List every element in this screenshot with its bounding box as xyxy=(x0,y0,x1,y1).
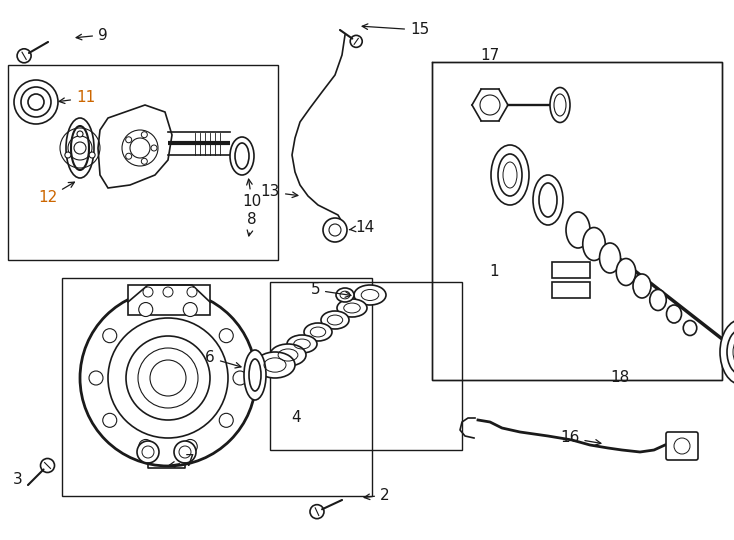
Circle shape xyxy=(80,290,256,466)
Circle shape xyxy=(139,440,153,454)
Ellipse shape xyxy=(321,311,349,329)
Circle shape xyxy=(187,287,197,297)
Circle shape xyxy=(103,329,117,343)
Text: 8: 8 xyxy=(247,213,257,236)
Text: 1: 1 xyxy=(489,265,499,280)
Ellipse shape xyxy=(287,335,317,353)
Text: 10: 10 xyxy=(242,179,261,210)
Bar xyxy=(552,262,590,278)
Circle shape xyxy=(142,158,148,164)
Ellipse shape xyxy=(600,243,620,273)
Text: 3: 3 xyxy=(13,472,23,488)
Ellipse shape xyxy=(354,285,386,305)
Ellipse shape xyxy=(617,259,636,286)
Circle shape xyxy=(142,132,148,138)
Ellipse shape xyxy=(66,118,94,178)
Circle shape xyxy=(137,441,159,463)
Ellipse shape xyxy=(255,352,295,378)
Ellipse shape xyxy=(633,274,651,298)
Circle shape xyxy=(65,152,71,158)
Circle shape xyxy=(233,371,247,385)
Bar xyxy=(62,278,372,496)
Ellipse shape xyxy=(230,137,254,175)
Text: 9: 9 xyxy=(76,28,108,43)
Circle shape xyxy=(126,153,131,159)
Text: 14: 14 xyxy=(349,220,374,235)
Circle shape xyxy=(151,145,157,151)
FancyBboxPatch shape xyxy=(666,432,698,460)
Circle shape xyxy=(219,413,233,427)
Ellipse shape xyxy=(550,87,570,123)
Circle shape xyxy=(143,287,153,297)
Circle shape xyxy=(174,441,196,463)
Bar xyxy=(8,65,278,260)
Ellipse shape xyxy=(491,145,529,205)
Circle shape xyxy=(103,413,117,427)
Ellipse shape xyxy=(270,344,306,366)
Circle shape xyxy=(184,302,197,316)
Text: 6: 6 xyxy=(206,350,241,368)
Circle shape xyxy=(323,218,347,242)
Text: 17: 17 xyxy=(480,48,500,63)
Circle shape xyxy=(139,302,153,316)
Circle shape xyxy=(89,152,95,158)
Circle shape xyxy=(126,137,131,143)
Circle shape xyxy=(77,131,83,137)
Ellipse shape xyxy=(583,227,606,260)
Text: 18: 18 xyxy=(611,370,630,386)
Circle shape xyxy=(219,329,233,343)
Ellipse shape xyxy=(566,212,590,248)
Circle shape xyxy=(184,440,197,454)
Circle shape xyxy=(89,371,103,385)
Ellipse shape xyxy=(244,350,266,400)
Text: 2: 2 xyxy=(364,488,390,503)
Text: 13: 13 xyxy=(261,185,298,199)
Ellipse shape xyxy=(533,175,563,225)
Circle shape xyxy=(126,336,210,420)
Text: 12: 12 xyxy=(38,182,74,206)
Ellipse shape xyxy=(720,320,734,384)
Text: 7: 7 xyxy=(169,455,195,469)
PathPatch shape xyxy=(98,105,172,188)
Ellipse shape xyxy=(71,126,89,170)
Ellipse shape xyxy=(650,289,666,310)
Bar xyxy=(552,282,590,298)
Ellipse shape xyxy=(336,288,354,302)
Text: 5: 5 xyxy=(310,282,351,298)
Ellipse shape xyxy=(337,299,367,317)
Bar xyxy=(270,282,462,450)
Ellipse shape xyxy=(683,321,697,335)
Ellipse shape xyxy=(304,323,332,341)
Text: 11: 11 xyxy=(59,91,95,105)
Text: 4: 4 xyxy=(291,409,301,424)
Ellipse shape xyxy=(666,305,681,323)
Text: 16: 16 xyxy=(560,430,601,445)
Bar xyxy=(128,285,210,315)
Circle shape xyxy=(163,287,173,297)
Text: 15: 15 xyxy=(362,23,429,37)
